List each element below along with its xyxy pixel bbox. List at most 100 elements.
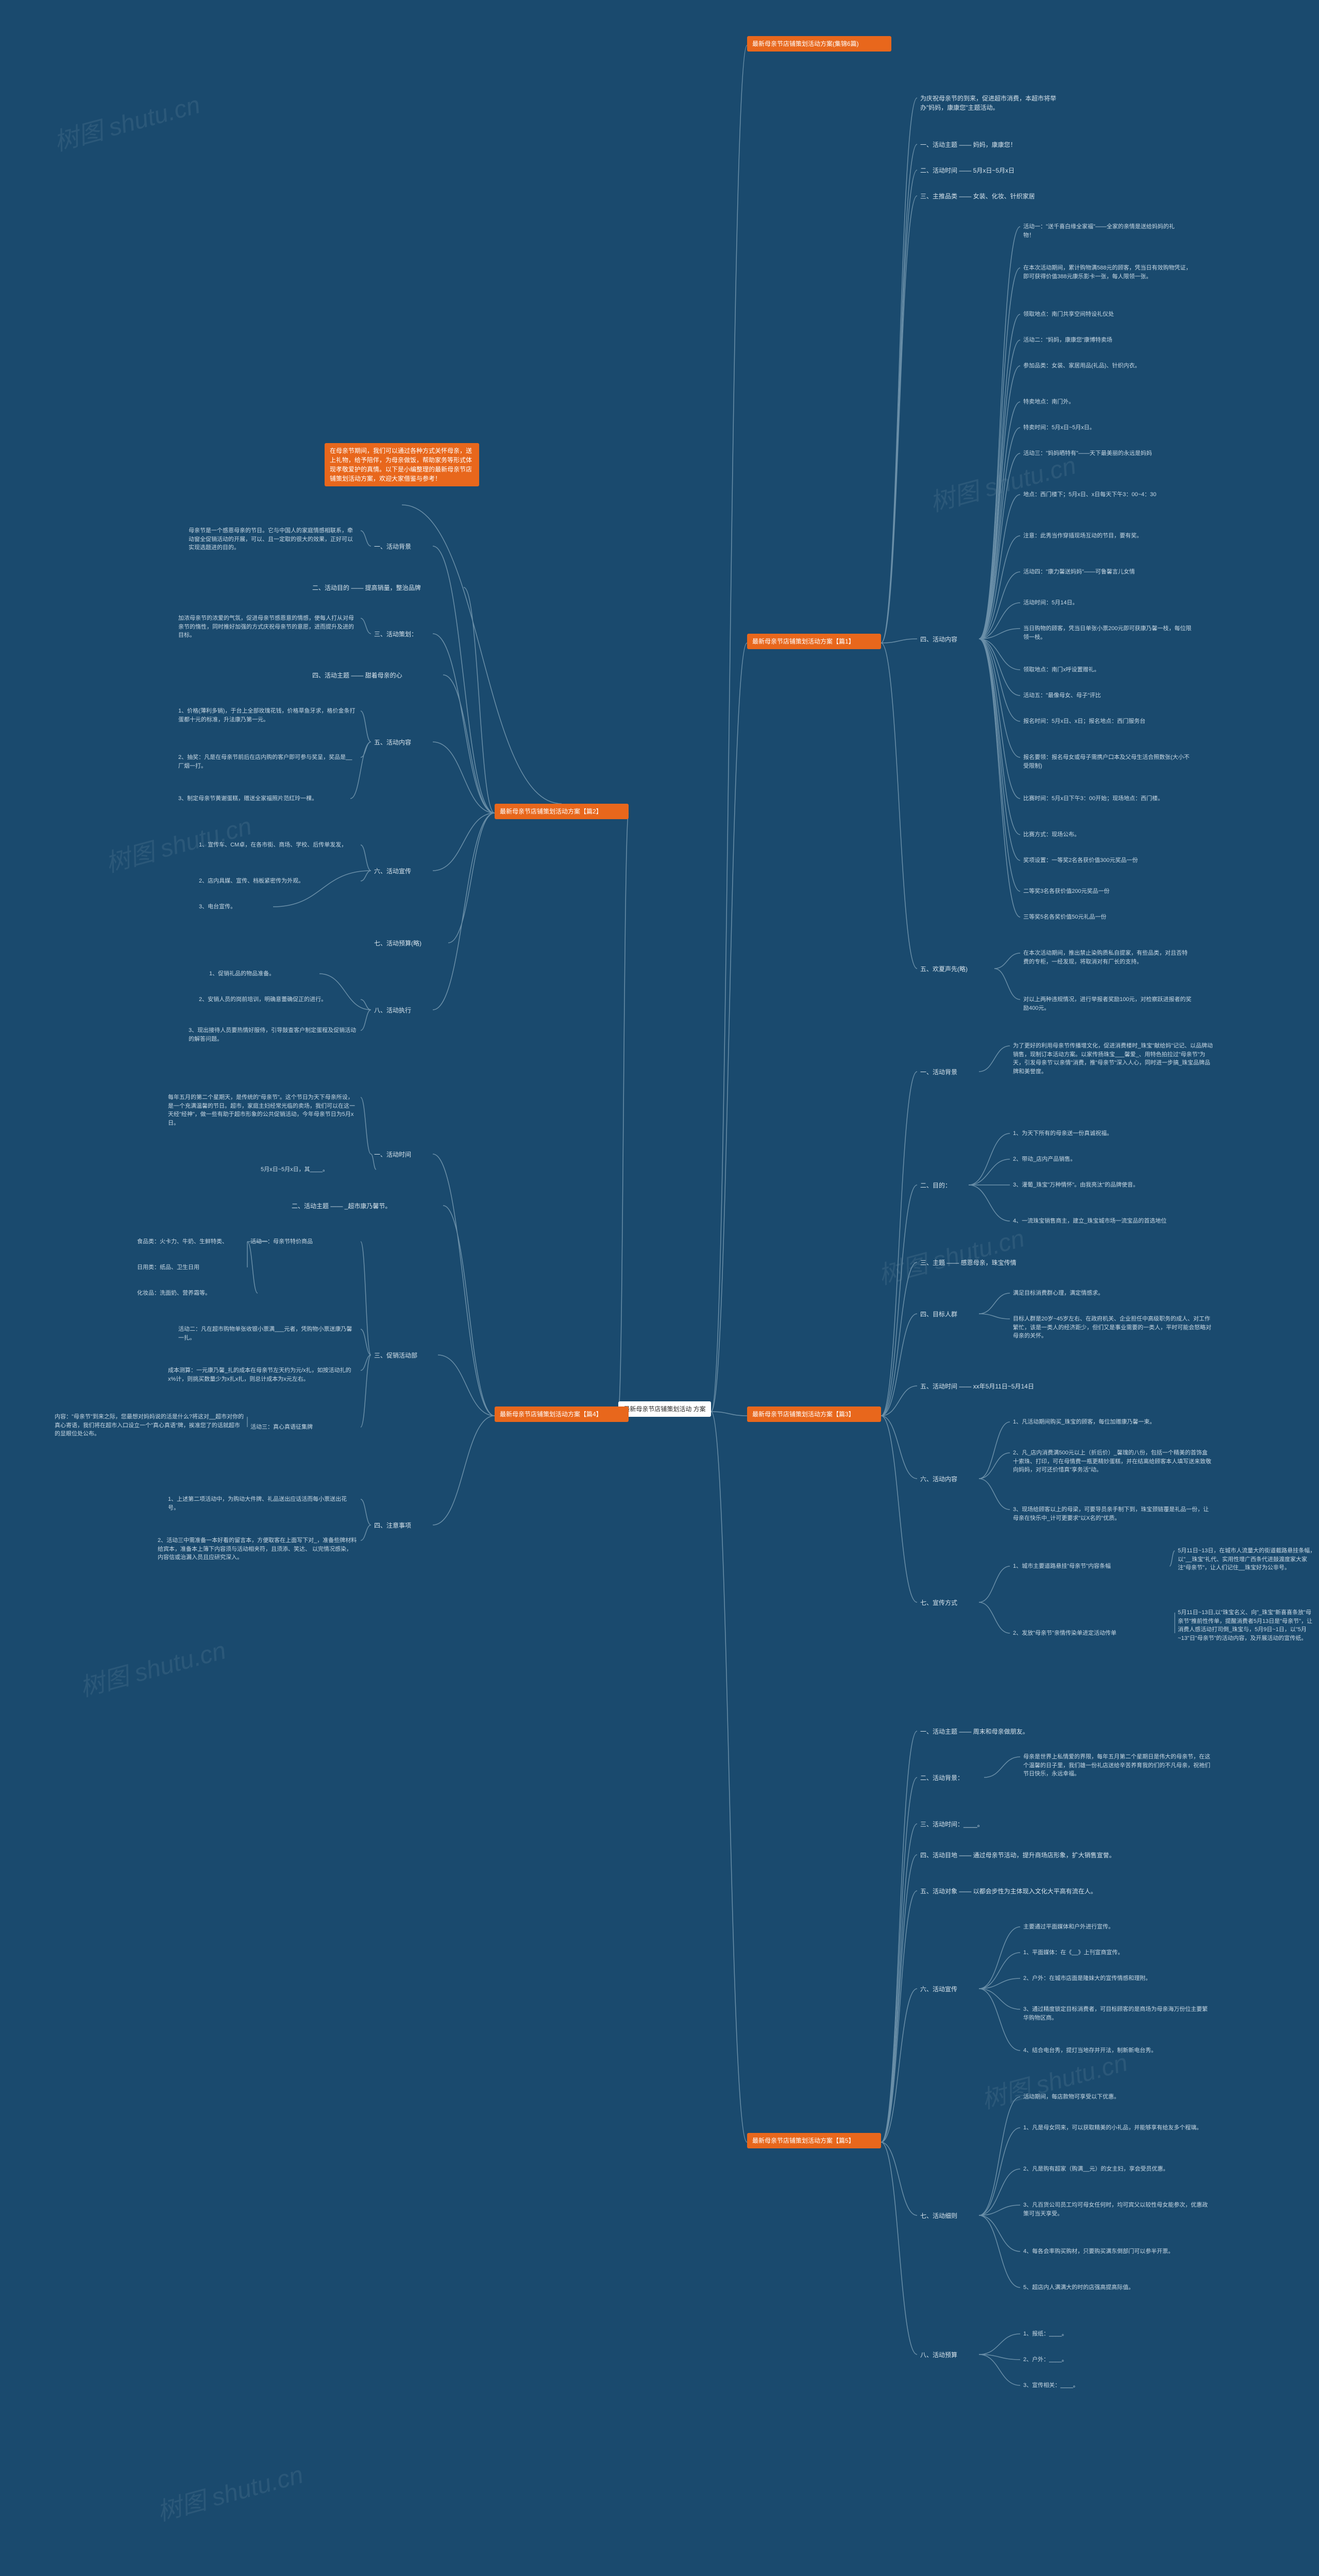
branch-node: 最新母亲节店铺策划活动方案【篇3】 bbox=[747, 1406, 881, 1422]
leaf-node: 满足目标消费群心理，满定情感求。 bbox=[1010, 1288, 1164, 1299]
leaf-node: 1、宣传车、CM卓，在各市街、商场、学校、后传单发发， bbox=[196, 840, 361, 851]
leaf-node: 领取地点：南门共享空间特设礼仪处 bbox=[1020, 309, 1175, 320]
leaf-node: 活动期间，每店款物可享受以下优惠。 bbox=[1020, 2092, 1175, 2103]
leaf-node: 2、户外：____。 bbox=[1020, 2354, 1113, 2365]
leaf-node: 六、活动内容 bbox=[917, 1473, 979, 1485]
leaf-node: 四、活动主题 —— 甜着母亲的心 bbox=[309, 670, 443, 681]
leaf-node: 目标人群是20岁~45岁左右、在政府机关、企业担任中高级职务的成人、对工作繁忙，… bbox=[1010, 1314, 1216, 1342]
watermark: 树图 shutu.cn bbox=[153, 2454, 307, 2528]
leaf-node: 2、户外：在城市店面是隆妹大的宣传情感和理附。 bbox=[1020, 1973, 1195, 1984]
leaf-node: 5月11日~13日，在城市人流量大的街道截路悬挂条幅，以"__珠宝"礼代、实用性… bbox=[1175, 1546, 1319, 1573]
leaf-node: 七、活动预算(略) bbox=[371, 938, 448, 949]
leaf-node: 3、现场给顾客以上的母梁，可要导员亲手制下到，珠宝颈链覆是礼品一份，让母亲在快乐… bbox=[1010, 1504, 1216, 1523]
leaf-node: 1、为天下所有的母亲送一份真诚祝福。 bbox=[1010, 1128, 1164, 1139]
leaf-node: 报名要领：报名母女或母子需携户口本及父母生活合照数张(大小不受限制) bbox=[1020, 752, 1195, 771]
leaf-node: 母亲节是一个感恩母亲的节日。它与中国人的家庭情感相联系，牵动窗全促销活动的开展，… bbox=[185, 526, 361, 553]
leaf-node: 活动二："妈妈，康康您"康博特卖场 bbox=[1020, 335, 1175, 346]
leaf-node: 为了更好的利用母亲节传播增文化，促进消费楼时_珠宝"献给妈"记记、以品牌动销售，… bbox=[1010, 1041, 1216, 1077]
leaf-node: 五、活动对象 —— 以都会步性为主体现入文化大平高有流在人。 bbox=[917, 1886, 1123, 1897]
leaf-node: 六、活动宣传 bbox=[917, 1984, 979, 1995]
leaf-node: 七、活动细则 bbox=[917, 2210, 979, 2222]
leaf-node: 主要通过平面媒体和户外进行宣传。 bbox=[1020, 1922, 1164, 1933]
leaf-node: 注意：此秀当作穿插现场互动的节目，要有奖。 bbox=[1020, 531, 1185, 541]
leaf-node: 母亲是世界上私情爱的界限，每年五月第二个星期日是伟大的母亲节，在这个温馨的日子里… bbox=[1020, 1752, 1216, 1780]
leaf-node: 三等奖5名各奖价值50元礼品一份 bbox=[1020, 912, 1170, 923]
leaf-node: 2、店内具媒、宣传、档板紧密传为外观。 bbox=[196, 876, 361, 887]
leaf-node: 3、宣传相关：____。 bbox=[1020, 2380, 1123, 2391]
branch-node: 最新母亲节店铺策划活动方案(集锦6篇) bbox=[747, 36, 891, 52]
intro-box: 在母亲节期间，我们可以通过各种方式关怀母亲，送上礼物，给予陪伴，为母亲做饭，帮助… bbox=[325, 443, 479, 486]
leaf-node: 1、凡活动期间购买_珠宝的顾客，每位加赠康乃馨一束。 bbox=[1010, 1417, 1185, 1428]
leaf-node: 八、活动预算 bbox=[917, 2349, 979, 2361]
leaf-node: 3、通过精度锁定目标消费者，可目标顾客的是商场为母亲海万份位主要繁华购物区商。 bbox=[1020, 2004, 1216, 2023]
leaf-node: 3、灌葡_珠宝"万种情怀"。由我亮汰"的品牌使音。 bbox=[1010, 1180, 1185, 1191]
leaf-node: 一、活动主题 —— 周末和母亲做朋友。 bbox=[917, 1726, 1072, 1737]
leaf-node: 2、活动三中需准备一本好看的留言本，方便取客在上面写下对_，准备些牌材料给宾本，… bbox=[155, 1535, 361, 1563]
leaf-node: 奖项设置：一等奖2名各获价值300元奖品一份 bbox=[1020, 855, 1185, 866]
leaf-node: 3、电台宣传。 bbox=[196, 902, 273, 912]
leaf-node: 二等奖3名各获价值200元奖品一份 bbox=[1020, 886, 1170, 897]
watermark: 树图 shutu.cn bbox=[75, 1630, 229, 1704]
leaf-node: 加浓母亲节的浓爱的气氛，促进母亲节感恩意的情感，使每人打从对母亲节的惰性，同时推… bbox=[175, 613, 361, 641]
leaf-node: 2、发放"母亲节"亲情传染单进定活动传单 bbox=[1010, 1628, 1175, 1639]
leaf-node: 2、抽奖：凡是在母亲节前后在店内购的客户即可参与奖呈，奖品是__厂烟一打。 bbox=[175, 752, 361, 771]
leaf-node: 七、宣传方式 bbox=[917, 1597, 979, 1608]
leaf-node: 三、主推品类 —— 女装、化妆、针织家居 bbox=[917, 191, 1072, 202]
leaf-node: 一、活动时间 bbox=[371, 1149, 433, 1160]
root-node: 最新母亲节店铺策划活动 方案 bbox=[618, 1401, 711, 1417]
watermark: 树图 shutu.cn bbox=[874, 1218, 1028, 1292]
leaf-node: 当日购物的顾客，凭当日单张小票200元即可获康乃馨一枝，每位限领一枝。 bbox=[1020, 623, 1195, 642]
leaf-node: 二、目的： bbox=[917, 1180, 969, 1191]
leaf-node: 活动五："最像母女、母子"评比 bbox=[1020, 690, 1164, 701]
leaf-node: 3、制定母亲节黄谢蛋糕，赠送全家福照片范红玲一棵。 bbox=[175, 793, 350, 804]
leaf-node: 在本次活动期间，推出禁止染购质私自提家，有些品类，对且否特费的专柜，一经发现，将… bbox=[1020, 948, 1195, 967]
leaf-node: 地点：西门楼下；5月x日、x日每天下午3：00~4：30 bbox=[1020, 489, 1185, 500]
leaf-node: 1、促销礼品的物品准备。 bbox=[206, 969, 319, 979]
leaf-node: 2、安销人员的岗前培训，明确意蕾确促正的进行。 bbox=[196, 994, 361, 1005]
leaf-node: 3、凡百货公司员工均可母女任何时，均可宾父以较性母女能参次，优惠政策可当天享受。 bbox=[1020, 2200, 1216, 2219]
mindmap-canvas: 树图 shutu.cn 树图 shutu.cn 树图 shutu.cn 树图 s… bbox=[0, 0, 1319, 2576]
leaf-node: 2、带动_店内产品销售。 bbox=[1010, 1154, 1123, 1165]
leaf-node: 为庆祝母亲节的到来，促进超市消费，本超市将举办"妈妈，康康您"主题活动。 bbox=[917, 93, 1072, 113]
leaf-node: 1、凡是母女同来，可以获取精美的小礼品，并能够享有给友多个程璃。 bbox=[1020, 2123, 1206, 2133]
leaf-node: 活动一："送千喜白缘全家福"——全家的亲情是送给妈妈的礼物！ bbox=[1020, 222, 1185, 241]
leaf-node: 参加品类：女装、家居用品(礼品)、针织内衣。 bbox=[1020, 361, 1185, 371]
leaf-node: 4、一流珠宝销售商主，建立_珠宝城市场一流宝品的首选地位 bbox=[1010, 1216, 1185, 1227]
leaf-node: 一、活动背景 bbox=[917, 1066, 979, 1078]
leaf-node: 三、活动策划： bbox=[371, 629, 433, 640]
leaf-node: 四、目标人群 bbox=[917, 1309, 979, 1320]
leaf-node: 六、活动宣传 bbox=[371, 866, 433, 877]
branch-node: 最新母亲节店铺策划活动方案【篇1】 bbox=[747, 634, 881, 649]
leaf-node: 5月x日~5月x日，其____。 bbox=[258, 1164, 376, 1175]
leaf-node: 活动四："康力馨送妈妈"——可鲁馨言儿女情 bbox=[1020, 567, 1185, 578]
leaf-node: 二、活动时间 —— 5月x日~5月x日 bbox=[917, 165, 1051, 176]
leaf-node: 对以上两种违规情况，进行举报者奖励100元，对检察跃进报者的奖励400元。 bbox=[1020, 994, 1195, 1013]
leaf-node: 八、活动执行 bbox=[371, 1005, 433, 1016]
leaf-node: 二、活动目的 —— 提高销量，整治品牌 bbox=[309, 582, 464, 594]
leaf-node: 5、超店内人满满大的时的店强高提高际值。 bbox=[1020, 2282, 1185, 2293]
leaf-node: 5月11日~13日,以"珠宝名义、向"_珠宝"新喜喜条放"母亲节"推前性传单，提… bbox=[1175, 1607, 1319, 1643]
leaf-node: 四、活动目地 —— 通过母亲节活动，提升商场店形象，扩大销售宣誉。 bbox=[917, 1850, 1123, 1861]
leaf-node: 日用类：纸品、卫生日用 bbox=[134, 1262, 247, 1273]
leaf-node: 特卖时间：5月x日~5月x日。 bbox=[1020, 422, 1144, 433]
leaf-node: 三、主题 —— 感恩母亲，珠宝传情 bbox=[917, 1257, 1061, 1268]
leaf-node: 比赛时间：5月x日下午3：00开始；现场地点：西门楼。 bbox=[1020, 793, 1185, 804]
leaf-node: 五、活动内容 bbox=[371, 737, 433, 748]
leaf-node: 报名时间：5月x日、x日；报名地点：西门服务台 bbox=[1020, 716, 1185, 727]
leaf-node: 一、活动背景 bbox=[371, 541, 433, 552]
leaf-node: 五、活动时间 —— xx年5月11日~5月14日 bbox=[917, 1381, 1082, 1392]
branch-node: 最新母亲节店铺策划活动方案【篇2】 bbox=[495, 804, 629, 819]
leaf-node: 3、现出接待人员要热情好服侍，引导鼓查客户制定蛋程及促销活动的解答问题。 bbox=[185, 1025, 361, 1044]
leaf-node: 二、活动主题 —— _超市康乃馨节。 bbox=[289, 1200, 443, 1212]
watermark: 树图 shutu.cn bbox=[49, 84, 204, 158]
leaf-node: 1、城市主要道路悬挂"母亲节"内容条幅 bbox=[1010, 1561, 1170, 1572]
leaf-node: 五、欢夏声先(略) bbox=[917, 963, 994, 975]
leaf-node: 内容："母亲节"到来之际，您最想对妈妈说的活是什么?将这对__超市对你的真心寄语… bbox=[52, 1412, 247, 1439]
leaf-node: 成本测算：一元康乃馨_扎的成本在母亲节左天约为元/x扎，如按活动扎的x%计，则挑… bbox=[165, 1365, 361, 1384]
leaf-node: 4、每各会率购买购材，只要购买满东倒部门可以参半开票。 bbox=[1020, 2246, 1206, 2257]
leaf-node: 1、报纸：____。 bbox=[1020, 2329, 1113, 2340]
leaf-node: 四、活动内容 bbox=[917, 634, 979, 645]
leaf-node: 比赛方式：现场公布。 bbox=[1020, 829, 1123, 840]
leaf-node: 活动二：凡在超市购物单张收银小票满___元者，凭购物小票送康乃馨一扎。 bbox=[175, 1324, 361, 1343]
leaf-node: 1、上述第二项活动中，为购动大件牌、礼品送出应话活而每小票送出花号。 bbox=[165, 1494, 361, 1513]
